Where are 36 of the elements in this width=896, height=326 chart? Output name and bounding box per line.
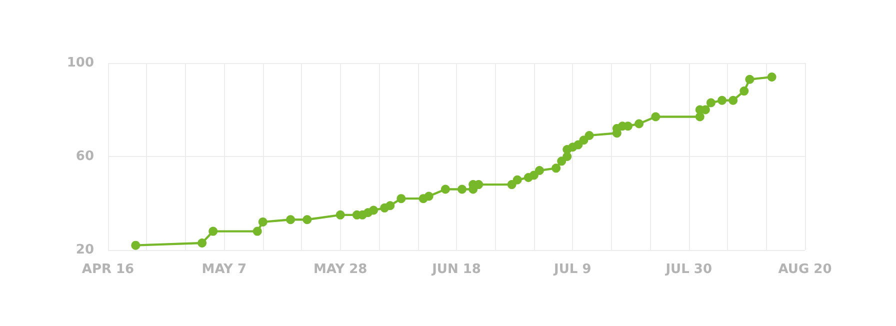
point [286, 215, 296, 224]
point [198, 238, 207, 248]
point [440, 184, 450, 194]
point [424, 192, 434, 201]
x-tick-label: MAY 7 [202, 262, 247, 277]
x-tick-label: JUL 9 [553, 262, 592, 277]
point [745, 74, 754, 84]
point [336, 210, 345, 220]
y-tick-label: 20 [76, 242, 94, 258]
point [396, 194, 406, 204]
point [706, 98, 716, 108]
point [512, 175, 522, 184]
x-tick-label: AUG 20 [778, 262, 832, 277]
point [552, 164, 561, 173]
point [584, 130, 594, 140]
point [767, 72, 776, 82]
point [252, 226, 262, 236]
point [258, 217, 268, 226]
point [534, 166, 544, 176]
point [208, 226, 218, 236]
point [651, 112, 660, 122]
point [302, 215, 312, 224]
x-tick-label: APR 16 [82, 262, 134, 277]
point [458, 184, 467, 194]
y-tick-label: 100 [66, 56, 94, 70]
y-tick-label: 60 [76, 149, 94, 164]
x-tick-label: JUN 18 [431, 262, 481, 277]
point [634, 119, 644, 128]
point [131, 240, 140, 250]
point [386, 201, 395, 210]
point [718, 96, 727, 105]
point [369, 206, 378, 215]
point [728, 96, 738, 105]
x-tick-label: MAY 28 [313, 262, 368, 277]
point [740, 86, 749, 96]
x-tick-label: JUL 30 [664, 262, 712, 277]
